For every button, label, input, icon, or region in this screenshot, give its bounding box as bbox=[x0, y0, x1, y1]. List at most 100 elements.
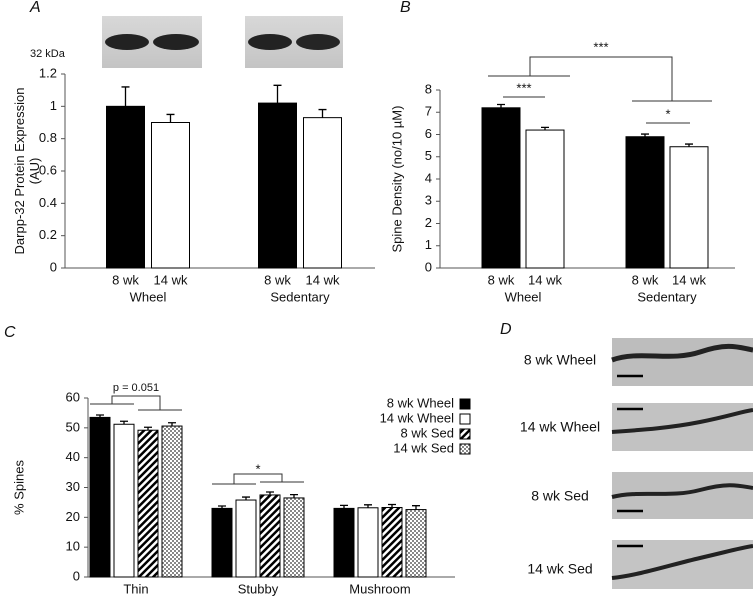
dendrite-images bbox=[611, 338, 753, 589]
bar bbox=[669, 146, 709, 269]
error-bar bbox=[242, 496, 250, 501]
y-axis-label: Spine Density (no/10 µM) bbox=[389, 106, 404, 253]
y-tick-label: 2 bbox=[425, 215, 432, 230]
y-tick-label: 7 bbox=[425, 104, 432, 119]
y-tick-label: 1 bbox=[50, 98, 57, 113]
y-tick-label: 5 bbox=[425, 148, 432, 163]
legend-swatch bbox=[459, 428, 471, 440]
bar bbox=[303, 117, 342, 269]
y-tick-label: 3 bbox=[425, 193, 432, 208]
legend-label: 14 wk Wheel bbox=[380, 410, 455, 425]
bar bbox=[89, 416, 111, 578]
annotation: * bbox=[255, 461, 260, 476]
bar bbox=[259, 494, 281, 578]
y-tick-label: 8 bbox=[425, 81, 432, 96]
blot-image bbox=[102, 16, 343, 68]
y-tick-label: 0.6 bbox=[39, 162, 57, 177]
x-category-label: Thin bbox=[123, 581, 148, 596]
legend-swatch bbox=[459, 443, 471, 455]
y-tick-label: 60 bbox=[66, 389, 80, 404]
y-tick-label: 0.4 bbox=[39, 195, 57, 210]
y-tick-label: 0 bbox=[73, 568, 80, 583]
panel-label: A bbox=[29, 0, 41, 16]
error-bar bbox=[290, 494, 298, 498]
legend-label: 14 wk Sed bbox=[393, 440, 454, 455]
panel-label: D bbox=[500, 321, 512, 338]
bar bbox=[151, 122, 190, 269]
bar bbox=[525, 129, 565, 269]
x-category-label: Stubby bbox=[238, 581, 279, 596]
annotation: p = 0.051 bbox=[113, 382, 159, 394]
error-bar bbox=[340, 504, 348, 509]
bracket bbox=[488, 56, 712, 102]
bar bbox=[283, 497, 305, 578]
row-label: 14 wk Sed bbox=[527, 561, 592, 577]
error-bar bbox=[541, 126, 549, 131]
y-tick-label: 1 bbox=[425, 237, 432, 252]
blot-label: 32 kDa bbox=[30, 48, 66, 60]
x-bar-label: 14 wk bbox=[672, 272, 706, 287]
panel-label: B bbox=[400, 0, 411, 16]
error-bar bbox=[218, 505, 226, 509]
error-bar bbox=[168, 422, 176, 427]
x-category-label: Mushroom bbox=[349, 581, 410, 596]
bar bbox=[357, 507, 379, 578]
bar bbox=[235, 499, 257, 578]
legend-label: 8 wk Wheel bbox=[387, 395, 454, 410]
bar bbox=[161, 425, 183, 578]
bracket bbox=[90, 395, 182, 411]
y-tick-label: 0 bbox=[425, 259, 432, 274]
bar bbox=[137, 429, 159, 578]
x-bar-label: 14 wk bbox=[154, 272, 188, 287]
error-bar bbox=[166, 113, 175, 123]
x-bar-label: 8 wk bbox=[488, 272, 515, 287]
y-tick-label: 0.8 bbox=[39, 130, 57, 145]
panel-label: C bbox=[4, 324, 16, 341]
y-tick-label: 0.2 bbox=[39, 227, 57, 242]
error-bar bbox=[641, 133, 649, 137]
y-tick-label: 50 bbox=[66, 419, 80, 434]
y-tick-label: 0 bbox=[50, 259, 57, 274]
legend-label: 8 wk Sed bbox=[401, 425, 454, 440]
y-axis-label: Darpp-32 Protein Expression bbox=[12, 88, 27, 255]
bracket bbox=[212, 473, 304, 485]
row-label: 8 wk Wheel bbox=[524, 352, 596, 368]
row-label: 14 wk Wheel bbox=[520, 419, 600, 435]
error-bar bbox=[120, 420, 128, 425]
error-bar bbox=[266, 491, 274, 495]
y-tick-label: 6 bbox=[425, 126, 432, 141]
x-bar-label: 8 wk bbox=[112, 272, 139, 287]
error-bar bbox=[364, 504, 372, 508]
x-category-label: Sedentary bbox=[270, 289, 330, 304]
row-label: 8 wk Sed bbox=[531, 488, 589, 504]
y-tick-label: 4 bbox=[425, 170, 432, 185]
y-tick-label: 10 bbox=[66, 539, 80, 554]
error-bar bbox=[96, 414, 104, 418]
bar bbox=[258, 102, 297, 269]
annotation: *** bbox=[593, 39, 608, 54]
legend-swatch bbox=[459, 398, 471, 410]
annotation: *** bbox=[516, 80, 531, 95]
error-bar bbox=[273, 84, 282, 104]
x-category-label: Wheel bbox=[130, 289, 167, 304]
y-tick-label: 40 bbox=[66, 449, 80, 464]
error-bar bbox=[318, 108, 327, 118]
x-bar-label: 14 wk bbox=[306, 272, 340, 287]
bar bbox=[381, 506, 403, 578]
error-bar bbox=[388, 503, 396, 508]
y-tick-label: 1.2 bbox=[39, 65, 57, 80]
bar bbox=[113, 423, 135, 578]
error-bar bbox=[685, 143, 693, 147]
legend-swatch bbox=[459, 413, 471, 425]
bar bbox=[106, 105, 145, 269]
bar bbox=[405, 509, 427, 578]
y-tick-label: 20 bbox=[66, 509, 80, 524]
bar bbox=[333, 507, 355, 578]
y-axis-label: % Spines bbox=[11, 460, 26, 515]
bar bbox=[481, 107, 521, 269]
y-axis-label: (AU) bbox=[27, 158, 42, 185]
error-bar bbox=[412, 505, 420, 510]
error-bar bbox=[121, 86, 130, 107]
x-category-label: Sedentary bbox=[637, 289, 697, 304]
